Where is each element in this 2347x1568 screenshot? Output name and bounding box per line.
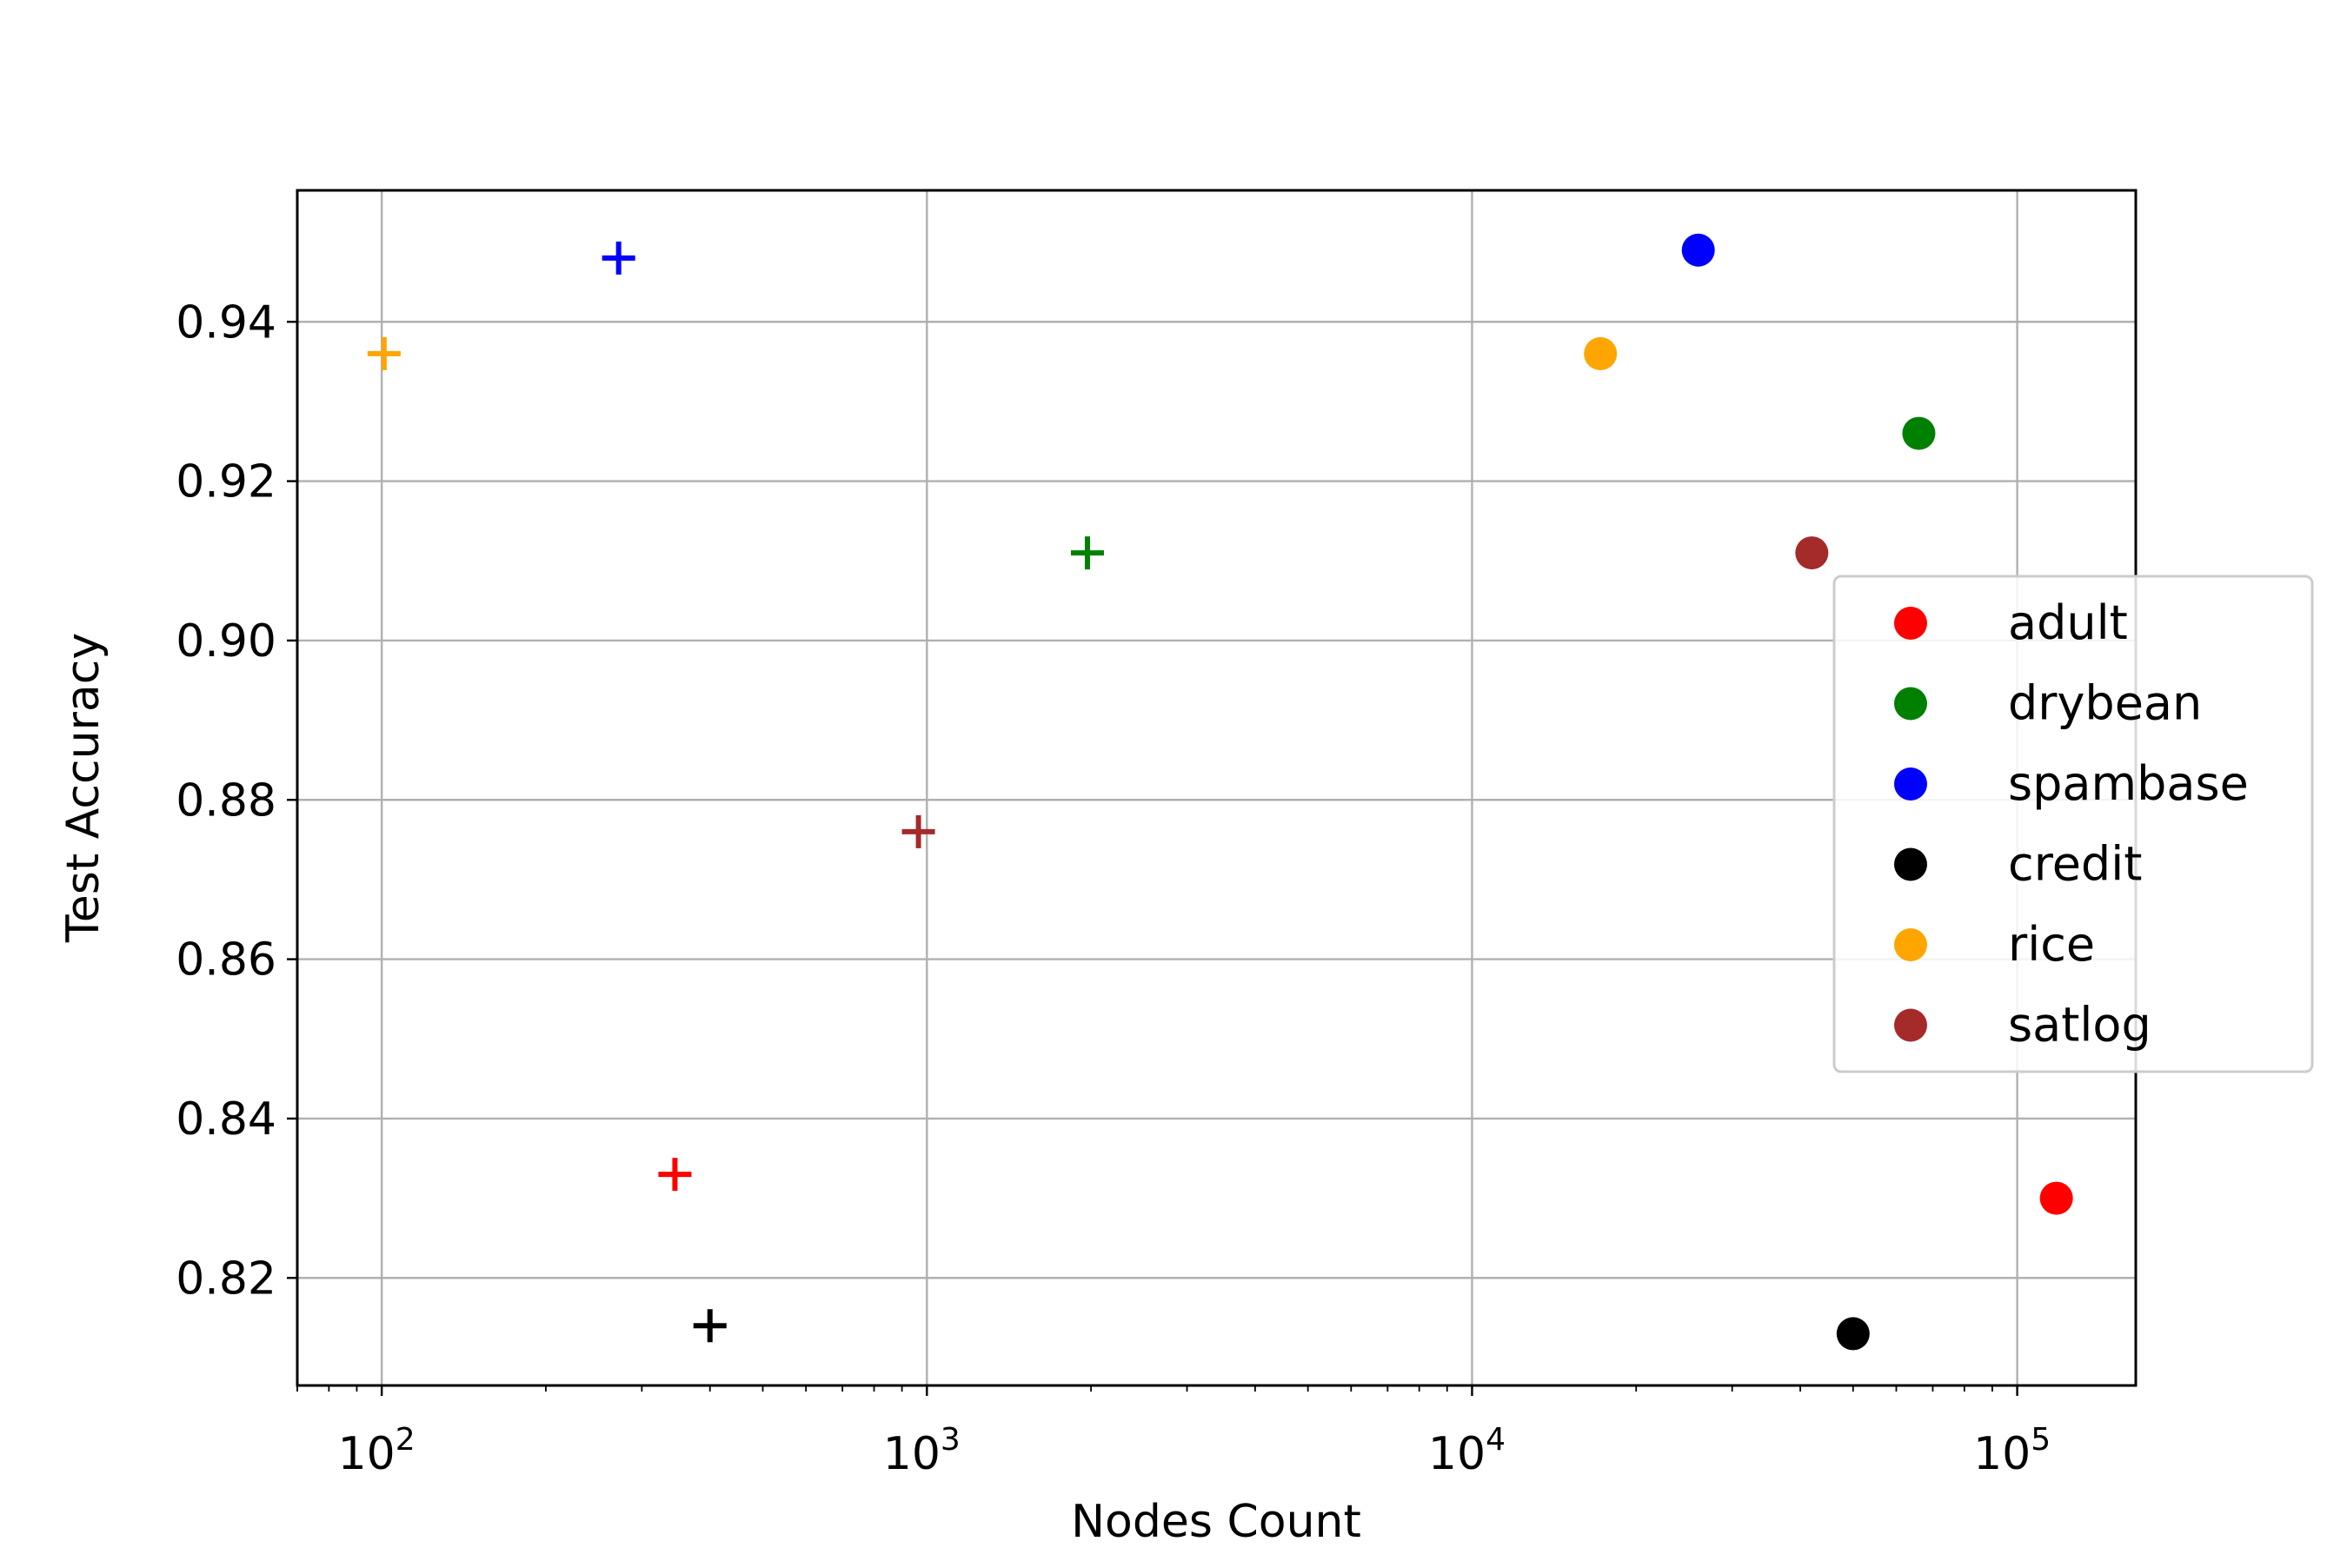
legend-label-drybean: drybean bbox=[2008, 676, 2202, 731]
y-axis-ticks: 0.82 0.84 0.86 0.88 0.90 0.92 0.94 bbox=[176, 296, 297, 1305]
point-spambase-circle bbox=[1681, 233, 1715, 267]
legend-label-adult: adult bbox=[2008, 595, 2128, 650]
y-tick-label: 0.94 bbox=[176, 296, 276, 349]
point-credit-plus bbox=[693, 1309, 727, 1343]
y-tick-label: 0.90 bbox=[176, 615, 276, 668]
point-credit-circle bbox=[1836, 1317, 1870, 1351]
x-tick-label-base: 10 bbox=[883, 1428, 941, 1480]
data-points bbox=[367, 233, 2073, 1351]
y-tick-label: 0.88 bbox=[176, 774, 276, 827]
y-tick-label: 0.82 bbox=[176, 1252, 276, 1305]
point-adult-circle bbox=[2039, 1181, 2073, 1215]
legend-marker-spambase bbox=[1894, 767, 1927, 801]
point-rice-circle bbox=[1584, 336, 1618, 370]
x-tick-label: 103 bbox=[883, 1422, 961, 1480]
x-tick-label-exponent: 2 bbox=[396, 1422, 416, 1458]
grid bbox=[297, 190, 2136, 1385]
legend-label-spambase: spambase bbox=[2008, 756, 2249, 811]
point-adult-plus bbox=[658, 1158, 692, 1192]
legend-marker-drybean bbox=[1894, 687, 1927, 721]
legend-marker-adult bbox=[1894, 607, 1927, 640]
x-axis-label: Nodes Count bbox=[1071, 1496, 1361, 1548]
legend-frame bbox=[1832, 575, 2314, 1073]
point-drybean-circle bbox=[1902, 416, 1936, 450]
x-tick-label-exponent: 3 bbox=[941, 1422, 961, 1458]
x-tick-label-exponent: 4 bbox=[1486, 1422, 1506, 1458]
y-tick-label: 0.86 bbox=[176, 934, 276, 987]
x-tick-label-base: 10 bbox=[338, 1428, 396, 1480]
legend-marker-credit bbox=[1894, 847, 1927, 881]
legend: adult drybean spambase credit rice satlog bbox=[1832, 575, 2314, 1073]
x-tick-label-base: 10 bbox=[1428, 1428, 1486, 1480]
y-axis-label: Test Accuracy bbox=[57, 633, 110, 943]
x-tick-label-exponent: 5 bbox=[2031, 1422, 2051, 1458]
legend-label-rice: rice bbox=[2008, 917, 2095, 972]
x-tick-label: 105 bbox=[1973, 1422, 2051, 1480]
y-tick-label: 0.84 bbox=[176, 1093, 276, 1146]
x-tick-label: 104 bbox=[1428, 1422, 1506, 1480]
legend-label-satlog: satlog bbox=[2008, 998, 2151, 1053]
legend-label-credit: credit bbox=[2008, 837, 2142, 892]
legend-marker-rice bbox=[1894, 928, 1927, 961]
point-drybean-plus bbox=[1070, 536, 1104, 570]
x-tick-label-base: 10 bbox=[1973, 1428, 2031, 1480]
point-satlog-circle bbox=[1795, 536, 1829, 570]
x-axis-ticks: 102 103 104 105 bbox=[296, 1385, 2051, 1480]
point-satlog-plus bbox=[901, 814, 935, 848]
legend-marker-satlog bbox=[1894, 1008, 1927, 1042]
point-rice-plus bbox=[367, 336, 401, 370]
point-spambase-plus bbox=[602, 241, 635, 275]
y-tick-label: 0.92 bbox=[176, 456, 276, 508]
x-tick-label: 102 bbox=[338, 1422, 416, 1480]
